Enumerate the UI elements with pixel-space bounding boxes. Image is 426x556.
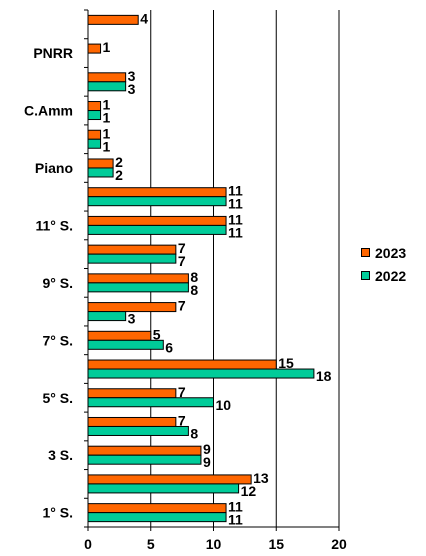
bar-2023-0 [87, 503, 227, 514]
legend-item-2023: 2023 [361, 241, 406, 264]
y-tick-label: 1° S. [42, 505, 73, 521]
data-label-2022-15: 3 [128, 81, 136, 97]
bar-2022-1 [87, 483, 240, 494]
bar-2023-1 [87, 474, 252, 485]
data-label-2023-3: 7 [178, 412, 186, 428]
bar-2022-14 [87, 110, 102, 121]
bar-2023-8 [87, 273, 189, 284]
bar-2023-4 [87, 388, 177, 399]
data-label-2023-0: 11 [228, 499, 243, 515]
bar-2022-3 [87, 425, 189, 436]
legend-swatch-2023 [361, 248, 370, 257]
y-tick-label: Piano [35, 160, 73, 176]
y-tick-label: PNRR [33, 45, 73, 61]
legend: 2023 2022 [361, 241, 406, 287]
legend-label-2023: 2023 [375, 244, 407, 261]
data-label-2023-5: 15 [278, 355, 294, 371]
data-label-2023-13: 1 [103, 125, 111, 141]
bar-2023-9 [87, 244, 177, 255]
bar-2023-16 [87, 43, 102, 54]
bar-2022-9 [87, 253, 177, 264]
data-labels: 1111131299787101518567388771111111122111… [103, 10, 332, 527]
y-tick-label: 11° S. [35, 217, 73, 233]
data-label-2023-12: 2 [115, 154, 123, 170]
data-label-2023-6: 5 [153, 326, 161, 342]
data-label-2023-14: 1 [103, 97, 111, 113]
y-tick-label: 5° S. [42, 390, 73, 406]
y-tick-label: 3 S. [48, 447, 73, 463]
bar-2023-15 [87, 72, 127, 83]
bar-2022-7 [87, 311, 127, 322]
data-label-2022-5: 18 [316, 368, 332, 384]
data-label-2022-2: 9 [203, 454, 211, 470]
data-label-2022-6: 6 [165, 339, 173, 355]
data-label-2022-3: 8 [190, 425, 198, 441]
bar-2022-8 [87, 282, 189, 293]
bar-2023-17 [87, 14, 139, 25]
data-label-2022-1: 12 [241, 483, 257, 499]
data-label-2022-9: 7 [178, 253, 186, 269]
data-label-2023-16: 1 [103, 39, 111, 55]
x-tick-label: 10 [206, 536, 222, 552]
bars [87, 14, 315, 523]
y-tick-label: C.Amm [24, 103, 73, 119]
bar-2023-14 [87, 101, 102, 112]
bar-2023-5 [87, 359, 277, 370]
bar-2023-12 [87, 158, 114, 169]
bar-2022-12 [87, 167, 114, 178]
legend-label-2022: 2022 [375, 267, 407, 284]
data-label-2022-10: 11 [228, 224, 243, 240]
bar-2022-4 [87, 397, 214, 408]
bar-2022-13 [87, 138, 102, 149]
x-tick-label: 20 [331, 536, 347, 552]
data-label-2022-4: 10 [216, 397, 232, 413]
legend-item-2022: 2022 [361, 264, 406, 287]
data-label-2022-12: 2 [115, 167, 123, 183]
axes: 1° S. 3 S. 5° S. 7° S. 9° S. 11° S. Piano C.Amm… [24, 9, 347, 552]
bar-2023-2 [87, 445, 202, 456]
data-label-2023-15: 3 [128, 68, 136, 84]
data-label-2023-7: 7 [178, 298, 186, 314]
grid-lines [150, 10, 340, 527]
bar-2022-2 [87, 454, 202, 465]
y-tick-label: 7° S. [42, 332, 73, 348]
bar-2023-3 [87, 416, 177, 427]
data-label-2022-7: 3 [128, 311, 136, 327]
data-label-2023-9: 7 [178, 240, 186, 256]
y-tick-label: 9° S. [42, 275, 73, 291]
data-label-2023-11: 11 [228, 183, 243, 199]
data-label-2022-0: 11 [228, 512, 243, 528]
bar-2023-13 [87, 129, 102, 140]
data-label-2023-17: 4 [140, 10, 148, 26]
x-tick-label: 0 [84, 536, 92, 552]
bar-2022-15 [87, 81, 127, 92]
data-label-2023-8: 8 [190, 269, 198, 285]
legend-swatch-2022 [361, 271, 370, 280]
bar-2022-10 [87, 224, 227, 235]
x-tick-label: 5 [147, 536, 155, 552]
data-label-2022-8: 8 [190, 282, 198, 298]
data-label-2023-2: 9 [203, 441, 211, 457]
data-label-2022-11: 11 [228, 196, 243, 212]
bar-2023-11 [87, 187, 227, 198]
bar-2023-6 [87, 330, 152, 341]
data-label-2023-10: 11 [228, 211, 243, 227]
bar-2023-10 [87, 215, 227, 226]
data-label-2022-13: 1 [103, 138, 111, 154]
data-label-2022-14: 1 [103, 110, 111, 126]
data-label-2023-1: 13 [253, 470, 269, 486]
bar-2022-0 [87, 512, 227, 523]
bar-2022-11 [87, 196, 227, 207]
data-label-2023-4: 7 [178, 384, 186, 400]
x-tick-label: 15 [268, 536, 284, 552]
